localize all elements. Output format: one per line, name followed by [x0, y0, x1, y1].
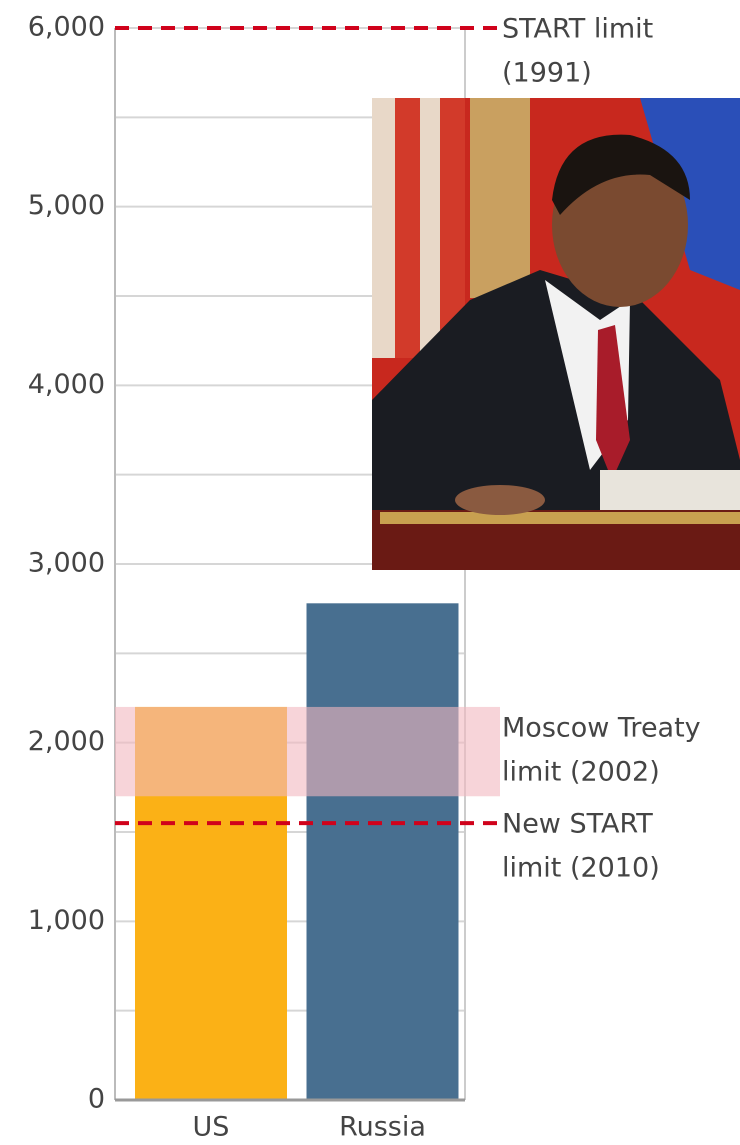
y-tick-label: 1,000: [28, 905, 105, 936]
mark-layer: US Russia Moscow Treaty limit (2002) START l…: [115, 14, 701, 1143]
reference-band: [115, 706, 500, 797]
x-tick-label: Russia: [339, 1112, 426, 1143]
y-tick-label: 0: [88, 1084, 105, 1115]
annotation: START limit: [502, 14, 653, 45]
y-tick-label: 5,000: [28, 190, 105, 221]
y-tick-label: 4,000: [28, 369, 105, 400]
annotation: (1991): [502, 58, 592, 89]
y-tick-label: 2,000: [28, 726, 105, 757]
x-tick-label: US: [193, 1112, 230, 1143]
bar: [306, 603, 459, 1100]
annotation: limit (2002): [502, 756, 660, 787]
annotation: Moscow Treaty: [502, 712, 701, 743]
photo: [372, 98, 740, 570]
y-tick-label: 6,000: [28, 12, 105, 43]
y-tick-label: 3,000: [28, 548, 105, 579]
annotation: New START: [502, 809, 653, 840]
annotation: limit (2010): [502, 853, 660, 884]
